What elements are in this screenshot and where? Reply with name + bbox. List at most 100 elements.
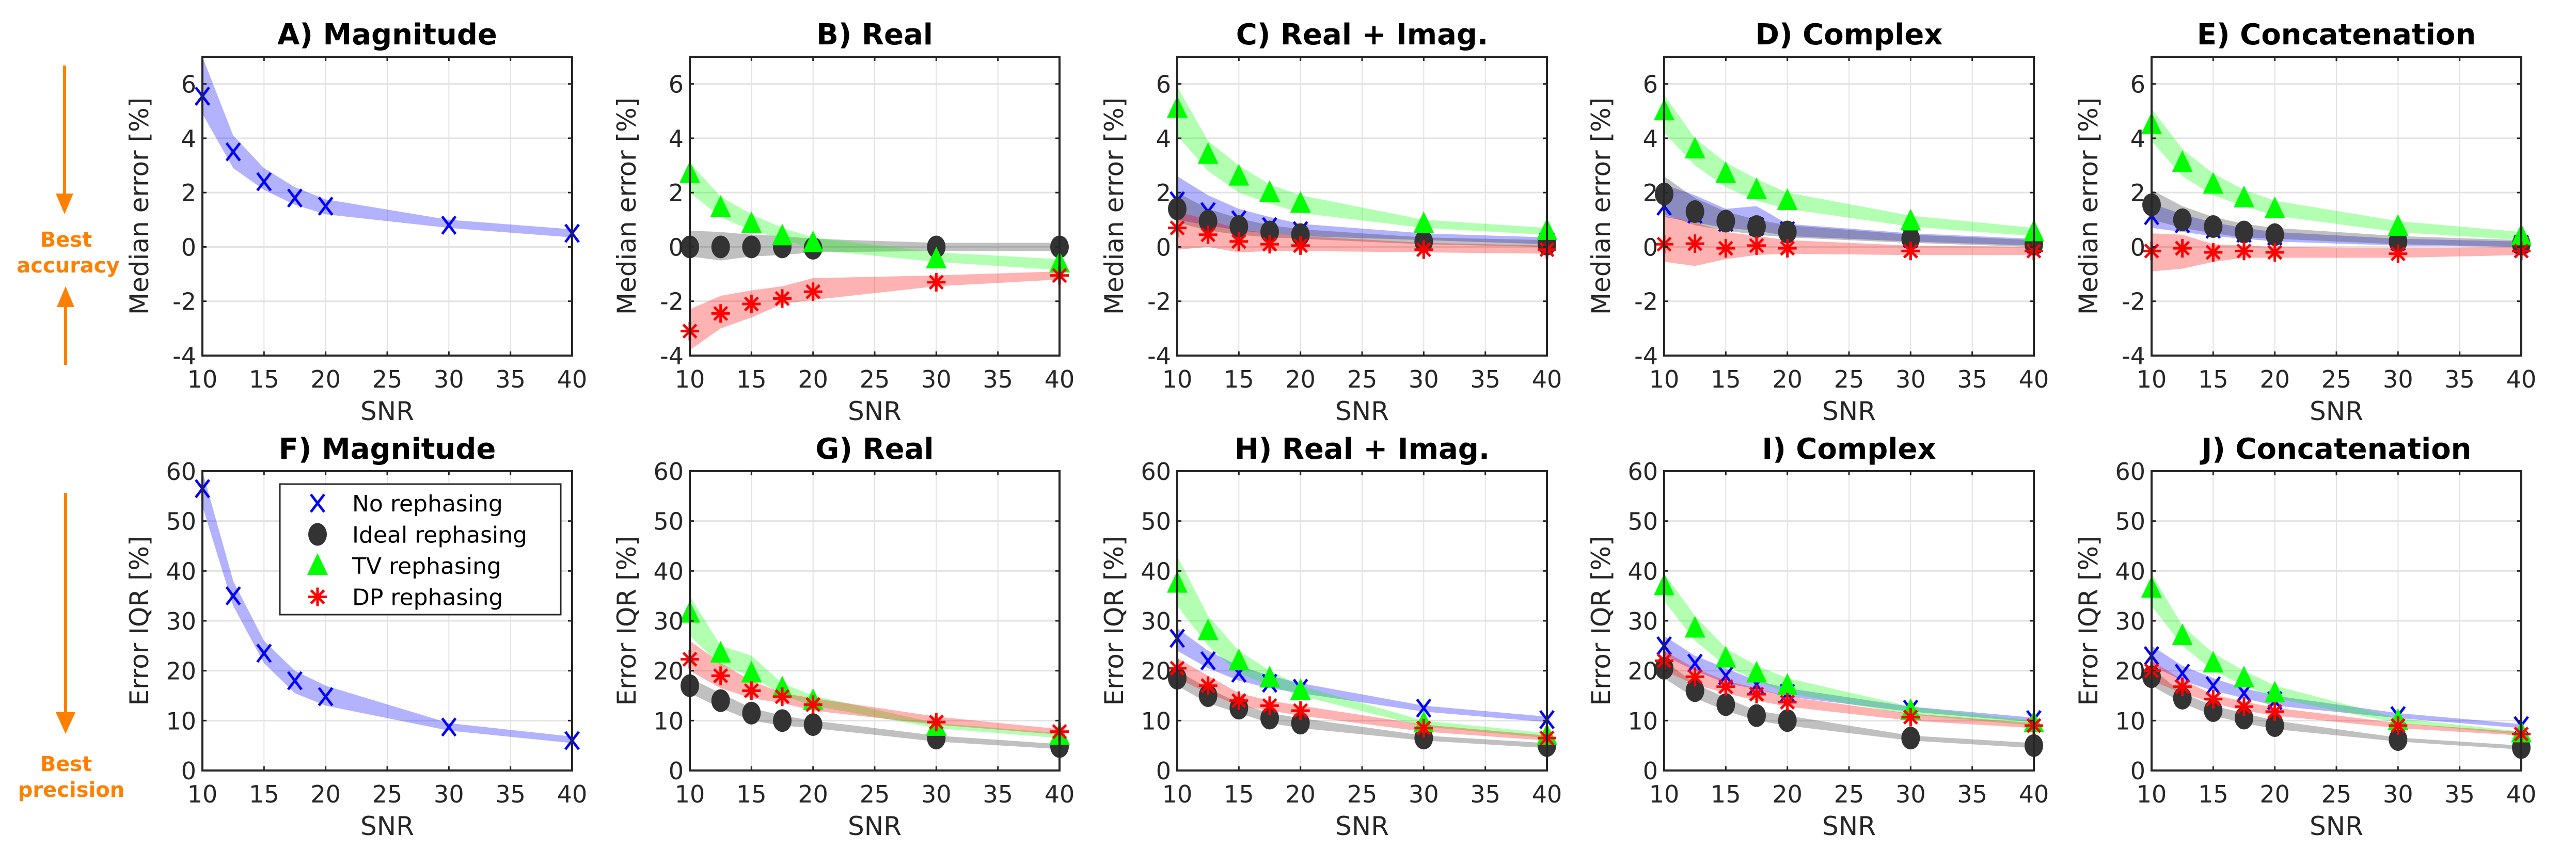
marker-dp [2235, 697, 2253, 716]
y-axis-label: Median error [%] [1099, 98, 1129, 315]
y-tick-label: -4 [172, 342, 196, 370]
marker-no [256, 172, 272, 191]
marker-dp [1716, 677, 1735, 696]
y-tick-label: 10 [653, 707, 684, 735]
x-tick-label: 25 [372, 780, 403, 808]
y-tick-label: 2 [2130, 179, 2145, 207]
panel-title: E) Concatenation [2197, 18, 2476, 52]
marker-no-stroke [1687, 653, 1703, 673]
marker-dp [1778, 239, 1797, 258]
marker-ideal [711, 235, 730, 259]
marker-dp-stroke [1780, 240, 1795, 256]
marker-ideal [1229, 215, 1249, 238]
legend-marker-dp-stroke [310, 589, 325, 604]
y-axis-label: Median error [%] [1586, 98, 1616, 315]
band-dp [690, 640, 1060, 735]
x-tick-label: 25 [372, 365, 403, 393]
marker-tv [2234, 185, 2254, 207]
marker-no [1200, 651, 1216, 670]
marker-dp-stroke [805, 284, 821, 299]
x-tick-label: 10 [1649, 365, 1680, 393]
x-tick-label: 15 [736, 780, 767, 808]
y-axis-label: Median error [%] [612, 98, 642, 315]
x-tick-label: 40 [2019, 780, 2049, 808]
y-tick-label: 6 [1643, 71, 1658, 99]
marker-no [441, 215, 457, 235]
y-tick-label: -2 [1147, 288, 1171, 316]
x-tick-label: 30 [2383, 780, 2413, 808]
accuracy-label-line1: Best [40, 228, 92, 252]
marker-tv [1197, 142, 1219, 164]
accuracy-label-line2: accuracy [17, 254, 119, 278]
x-tick-label: 20 [2259, 780, 2290, 808]
y-tick-label: 20 [2115, 657, 2145, 685]
marker-dp-stroke [1416, 720, 1431, 736]
panel-title: F) Magnitude [279, 432, 496, 466]
marker-dp [2265, 702, 2284, 721]
marker-dp [711, 304, 730, 323]
marker-dp [2389, 716, 2408, 735]
panel-c: 10 15 20 25 30 35 40 -4 -2 0 2 4 6 C) Real + Imag. SNR… [1099, 18, 1562, 426]
marker-ideal [1685, 200, 1704, 223]
x-axis-label: SNR [1335, 811, 1389, 841]
x-tick-label: 25 [860, 365, 890, 393]
x-tick-label: 10 [187, 780, 218, 808]
marker-tv [2172, 150, 2193, 172]
marker-dp [1901, 242, 1920, 261]
x-tick-label: 15 [2198, 365, 2229, 393]
marker-dp-stroke [1687, 669, 1703, 684]
marker-dp-stroke [744, 683, 759, 698]
y-tick-label: 0 [1156, 233, 1171, 261]
y-tick-label: 60 [166, 458, 196, 486]
x-axis-label: SNR [360, 396, 414, 426]
y-tick-label: 0 [181, 233, 196, 261]
marker-dp-stroke [1718, 240, 1733, 256]
marker-dp-stroke [2175, 679, 2190, 695]
accuracy-annotation: Best accuracy [17, 66, 120, 365]
marker-dp [2173, 239, 2192, 258]
panel-title: G) Real [815, 432, 934, 466]
marker-dp-stroke [2175, 240, 2190, 256]
y-tick-label: 40 [653, 557, 684, 585]
y-tick-label: 30 [2115, 607, 2145, 635]
marker-tv [1228, 648, 1250, 670]
marker-ideal [1260, 220, 1279, 244]
y-axis-label: Median error [%] [124, 98, 154, 315]
y-tick-label: 40 [2115, 557, 2145, 585]
precision-label-line1: Best [40, 752, 92, 776]
y-tick-label: 2 [669, 179, 684, 207]
band-ideal [2152, 668, 2521, 750]
marker-ideal [2173, 208, 2192, 231]
marker-tv [2388, 214, 2409, 236]
y-tick-label: 2 [1643, 179, 1658, 207]
marker-tv [1228, 164, 1250, 186]
x-tick-label: 40 [1532, 365, 1562, 393]
marker-dp-stroke [1293, 703, 1308, 718]
band-tv [690, 163, 1060, 270]
panel-title: C) Real + Imag. [1236, 18, 1489, 52]
x-tick-label: 30 [434, 780, 464, 808]
panel-b: 10 15 20 25 30 35 40 -4 -2 0 2 4 6 B) Real SNR Median e… [612, 18, 1074, 426]
marker-dp [742, 681, 761, 700]
panel-title: D) Complex [1756, 18, 1943, 52]
marker-tv [1777, 673, 1798, 695]
x-tick-label: 40 [2506, 780, 2537, 808]
marker-dp-stroke [1200, 678, 1216, 694]
band-ideal [1664, 661, 2034, 748]
y-tick-label: 50 [166, 508, 196, 536]
marker-ideal [1778, 709, 1797, 732]
y-tick-label: 40 [1627, 557, 1658, 585]
marker-dp-stroke [2390, 718, 2406, 733]
y-tick-label: 60 [1141, 458, 1171, 486]
legend: No rephasing Ideal rephasing TV rephasing D… [279, 483, 562, 616]
y-tick-label: -2 [172, 288, 196, 316]
panel-e: 10 15 20 25 30 35 40 -4 -2 0 2 4 6 E) Concatenation SN… [2074, 18, 2536, 426]
marker-dp [1198, 676, 1218, 695]
marker-dp [1260, 696, 1279, 715]
y-tick-label: 4 [669, 125, 684, 153]
marker-ideal [1291, 712, 1310, 735]
panel-title: B) Real [816, 18, 933, 52]
marker-no-stroke [1200, 651, 1216, 670]
